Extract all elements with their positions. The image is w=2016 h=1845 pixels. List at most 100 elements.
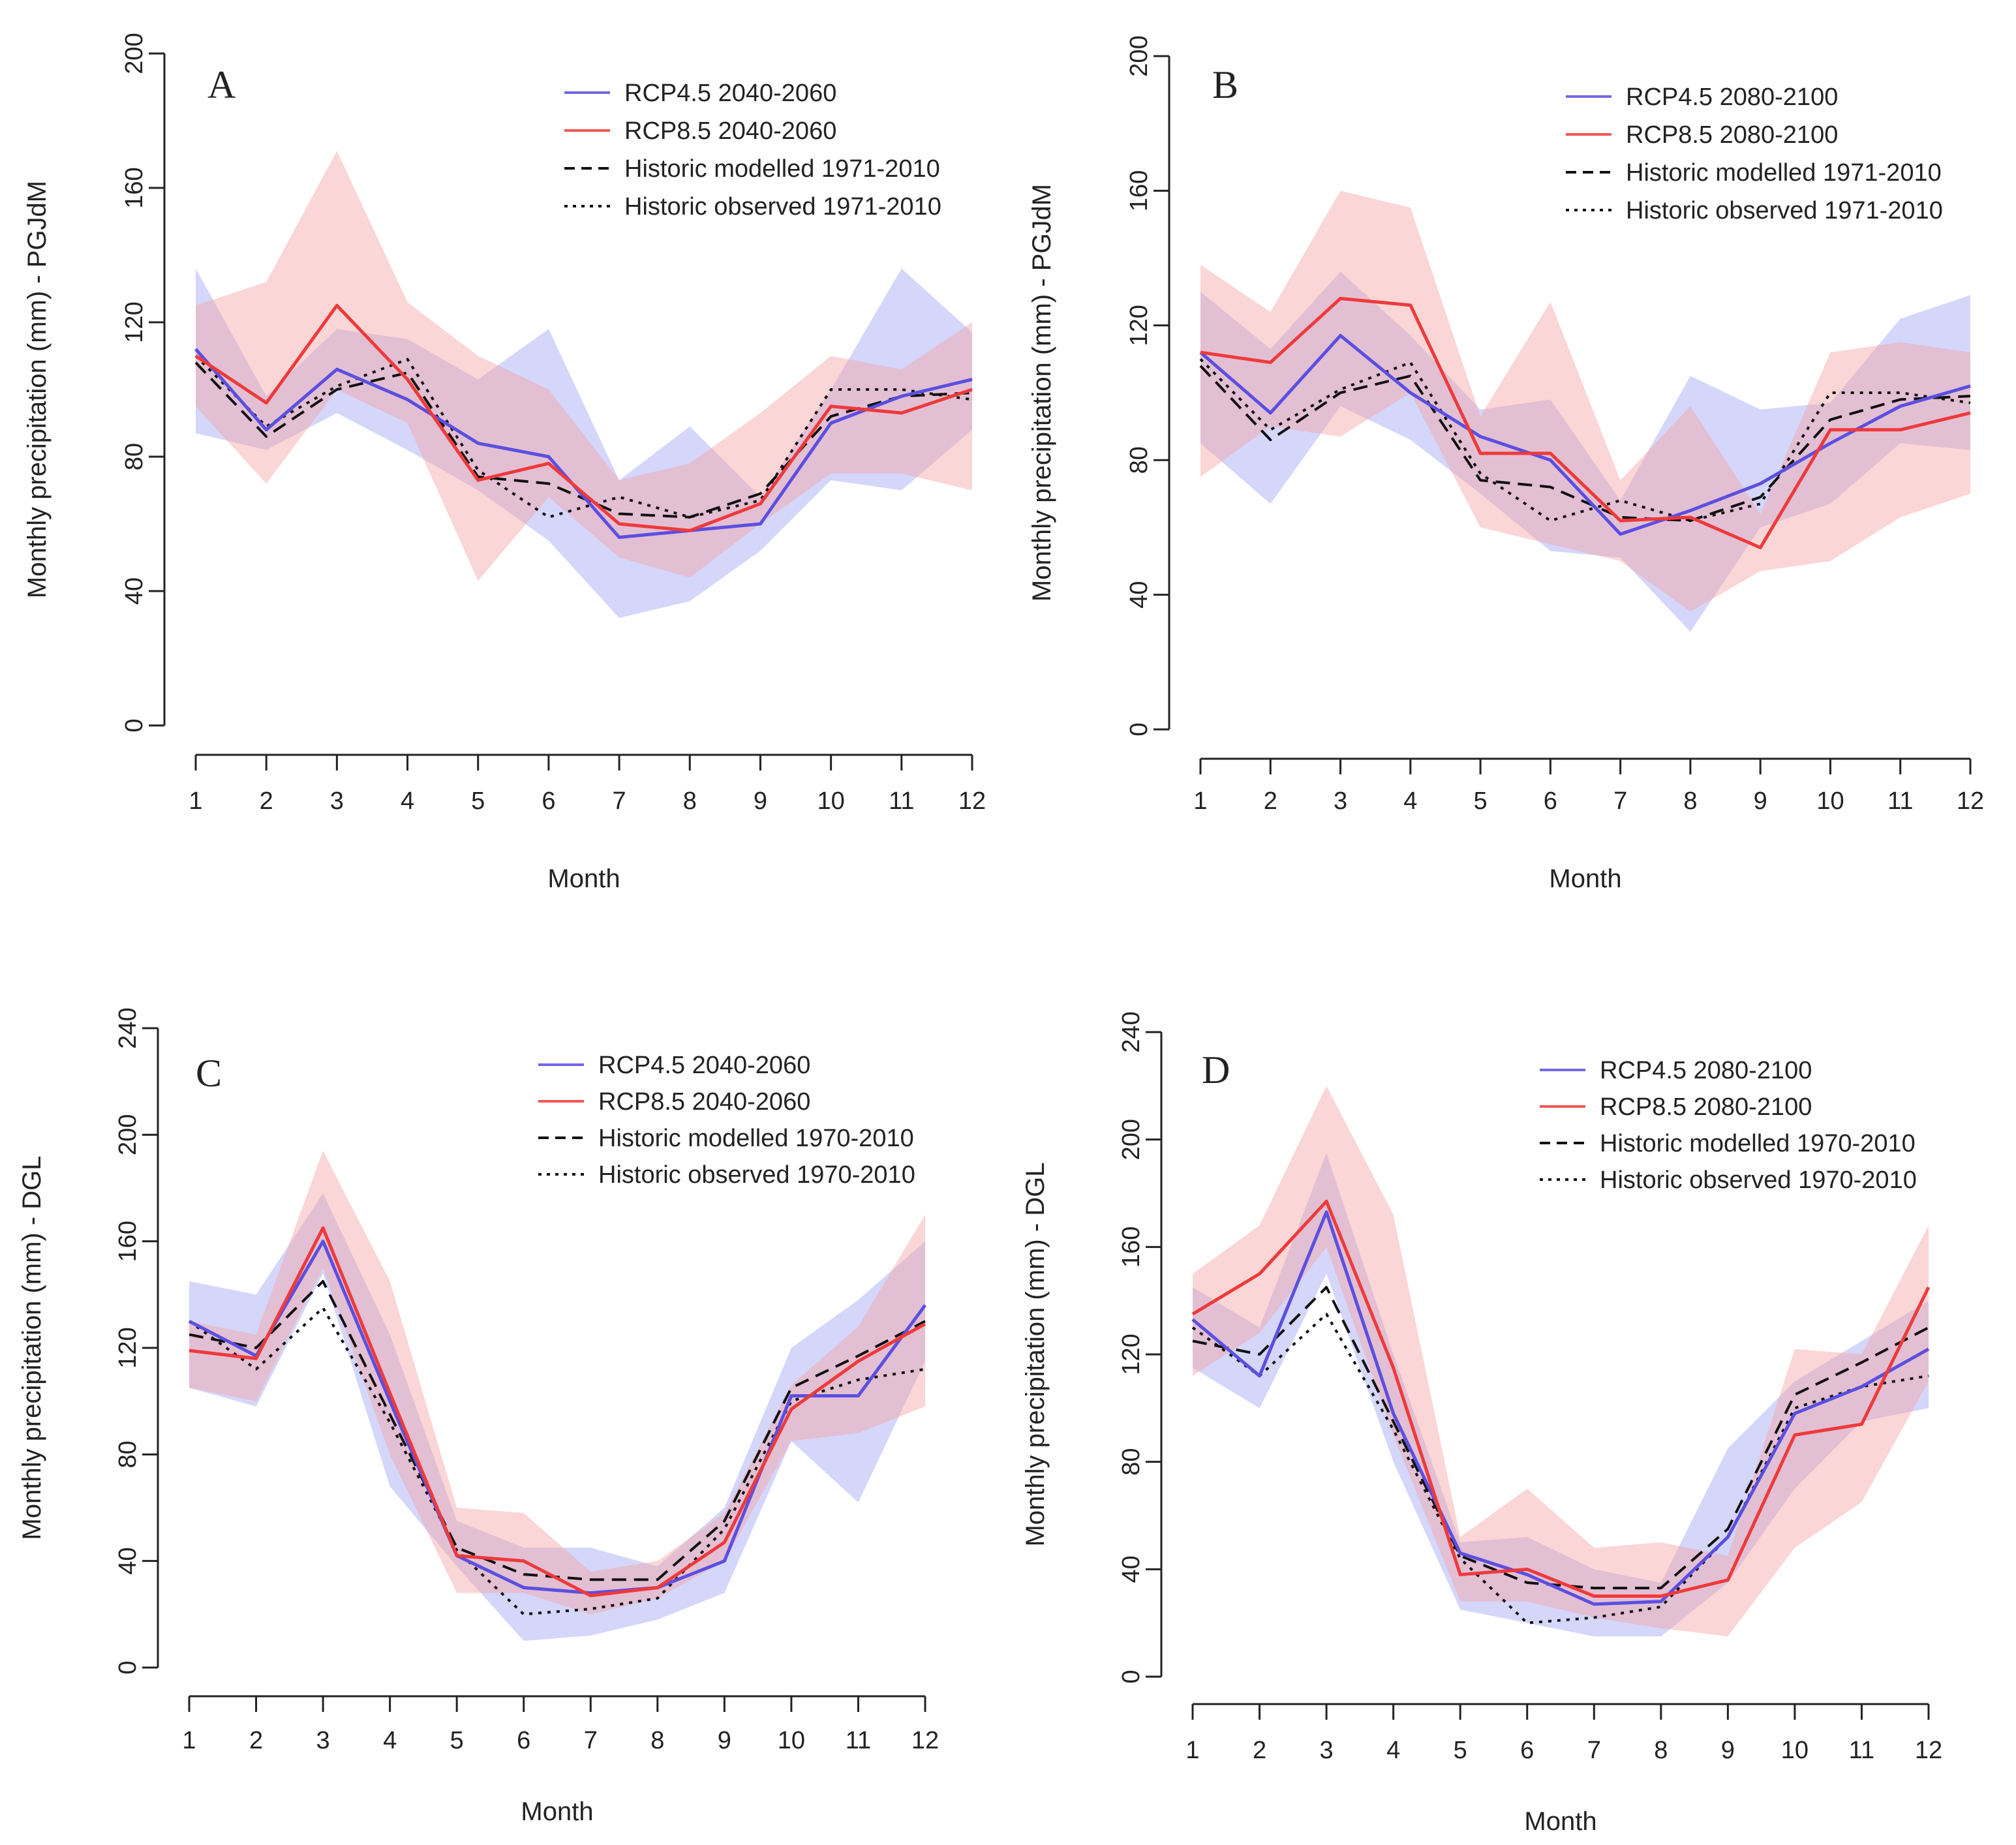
uncertainty-band-1: [189, 1150, 925, 1615]
x-tick-label: 11: [1887, 787, 1913, 815]
data-point: [547, 456, 549, 458]
data-point: [924, 1320, 926, 1322]
data-point: [1619, 520, 1621, 522]
y-tick-label: 0: [1118, 1670, 1145, 1683]
data-point: [1526, 1581, 1528, 1583]
data-point: [1339, 388, 1341, 390]
uncertainty-band-1: [1193, 1086, 1929, 1637]
data-point: [1270, 361, 1272, 363]
data-point: [900, 389, 902, 391]
data-point: [189, 1334, 191, 1335]
x-tick-label: 4: [1403, 787, 1417, 815]
data-point: [1660, 1587, 1662, 1589]
data-point: [1326, 1313, 1328, 1315]
data-point: [547, 483, 549, 485]
x-tick-label: 10: [817, 787, 844, 815]
data-point: [1660, 1595, 1662, 1597]
series-line-3: [188, 1306, 926, 1616]
x-tick-label: 3: [330, 787, 344, 815]
legend-label-2: Historic modelled 1971-2010: [624, 155, 940, 183]
chart-panel-d: 0 40 80 120 160 200 240 Monthly precipitation (…: [1021, 1011, 1942, 1836]
data-point: [1459, 1574, 1461, 1576]
legend-label-0: RCP4.5 2040-2060: [624, 80, 836, 107]
y-tick-label: 200: [114, 1114, 142, 1155]
legend-label-0: RCP4.5 2080-2100: [1626, 84, 1838, 111]
y-tick-label: 160: [114, 1221, 142, 1262]
data-point: [1326, 1287, 1328, 1288]
x-tick-label: 8: [683, 787, 697, 815]
series-line-3: [1199, 358, 1971, 523]
x-tick-label: 6: [517, 1727, 530, 1754]
y-tick-label: 40: [121, 577, 148, 605]
data-point: [971, 378, 973, 380]
data-point: [1392, 1429, 1394, 1431]
x-axis-label: Month: [547, 864, 620, 893]
data-point: [1760, 496, 1762, 498]
data-point: [1550, 459, 1551, 461]
data-point: [830, 416, 832, 418]
series-line-1: [1191, 1199, 1931, 1598]
x-tick-label: 8: [650, 1727, 664, 1754]
x-tick-label: 10: [778, 1727, 805, 1754]
data-point: [619, 536, 620, 538]
series-line-1: [189, 1226, 926, 1598]
y-axis-label: Monthly precipitation (mm) - PGJdM: [23, 181, 52, 598]
series-line-0: [1199, 333, 1971, 536]
x-tick-label: 12: [911, 1727, 939, 1754]
data-point: [790, 1408, 792, 1410]
data-point: [523, 1560, 525, 1562]
data-point: [830, 422, 832, 424]
data-point: [1480, 452, 1482, 454]
uncertainty-band-0: [1200, 271, 1970, 632]
y-tick-label: 40: [1125, 581, 1153, 608]
data-point: [1928, 1287, 1930, 1288]
data-point: [1192, 1340, 1194, 1342]
data-point: [1899, 429, 1901, 431]
y-tick-label: 0: [121, 718, 148, 732]
data-point: [1200, 365, 1202, 367]
data-point: [1619, 500, 1621, 502]
y-tick-label: 200: [1118, 1119, 1145, 1160]
y-tick-label: 80: [1118, 1448, 1145, 1476]
data-point: [1829, 429, 1831, 431]
series-line-3: [1191, 1313, 1929, 1624]
data-point: [1829, 419, 1831, 421]
data-point: [1689, 510, 1691, 511]
y-tick-label: 40: [1118, 1555, 1145, 1583]
data-point: [1192, 1326, 1194, 1328]
data-point: [1200, 358, 1202, 360]
x-tick-label: 4: [383, 1727, 397, 1754]
chart-panel-b: 0 40 80 120 160 200 Monthly precipitation (mm)…: [1028, 35, 1984, 893]
data-point: [1200, 352, 1202, 354]
data-point: [1409, 304, 1411, 306]
x-tick-label: 11: [1849, 1737, 1874, 1764]
data-point: [1480, 436, 1482, 438]
data-point: [1760, 547, 1762, 549]
data-point: [322, 1280, 324, 1282]
x-tick-label: 7: [1613, 787, 1627, 815]
x-tick-label: 10: [1781, 1737, 1809, 1764]
data-point: [322, 1240, 324, 1242]
data-point: [590, 1608, 592, 1610]
series-line-3: [194, 355, 973, 519]
data-point: [724, 1560, 725, 1562]
data-point: [1270, 412, 1272, 414]
data-point: [1550, 520, 1551, 522]
x-tick-label: 9: [1754, 787, 1767, 815]
y-tick-label: 240: [114, 1007, 142, 1048]
data-point: [1829, 442, 1831, 444]
x-tick-label: 6: [1520, 1737, 1534, 1764]
data-point: [1480, 480, 1482, 481]
x-tick-label: 5: [1474, 787, 1488, 815]
data-point: [619, 523, 620, 525]
data-point: [1861, 1362, 1863, 1364]
data-point: [1550, 452, 1551, 454]
chart-panel-c: 0 40 80 120 160 200 240 Monthly precipitation (…: [18, 1007, 939, 1826]
data-point: [322, 1307, 324, 1309]
data-point: [1660, 1600, 1662, 1602]
data-point: [255, 1358, 257, 1360]
uncertainty-band-0: [189, 1193, 925, 1641]
y-tick-label: 160: [1118, 1227, 1145, 1268]
data-point: [456, 1555, 458, 1557]
data-point: [406, 358, 408, 360]
